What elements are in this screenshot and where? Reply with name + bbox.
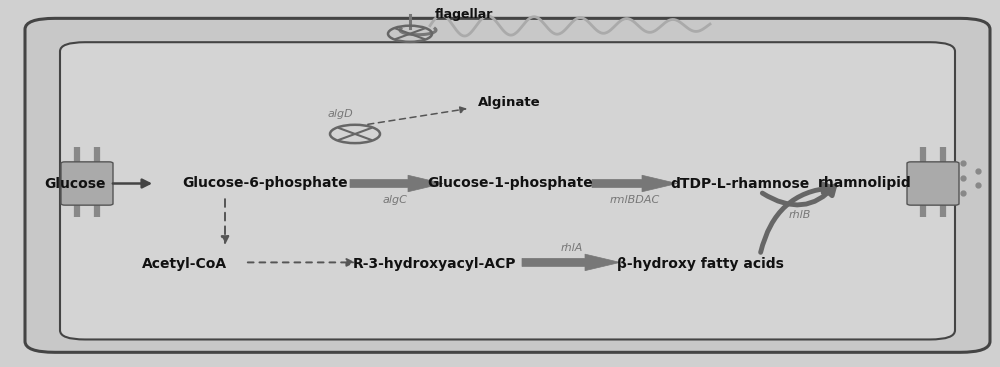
Text: rhlA: rhlA bbox=[561, 243, 583, 252]
Text: Acetyl-CoA: Acetyl-CoA bbox=[142, 257, 228, 271]
Text: Glucose-1-phosphate: Glucose-1-phosphate bbox=[427, 177, 593, 190]
Text: β-hydroxy fatty acids: β-hydroxy fatty acids bbox=[617, 257, 783, 271]
Text: Glucose-6-phosphate: Glucose-6-phosphate bbox=[182, 177, 348, 190]
Text: Glucose: Glucose bbox=[44, 177, 106, 190]
FancyBboxPatch shape bbox=[25, 18, 990, 352]
Text: R-3-hydroxyacyl-ACP: R-3-hydroxyacyl-ACP bbox=[353, 257, 517, 271]
Text: algC: algC bbox=[383, 195, 407, 205]
Text: algD: algD bbox=[327, 109, 353, 119]
Text: Alginate: Alginate bbox=[478, 96, 541, 109]
Polygon shape bbox=[350, 175, 443, 192]
Polygon shape bbox=[592, 175, 677, 192]
FancyBboxPatch shape bbox=[60, 42, 955, 339]
Text: dTDP-L-rhamnose: dTDP-L-rhamnose bbox=[670, 177, 810, 190]
FancyBboxPatch shape bbox=[61, 162, 113, 205]
Text: flagellar: flagellar bbox=[435, 8, 493, 21]
Text: rhamnolipid: rhamnolipid bbox=[818, 177, 912, 190]
Polygon shape bbox=[522, 254, 620, 271]
FancyBboxPatch shape bbox=[907, 162, 959, 205]
Text: rhlB: rhlB bbox=[789, 210, 811, 220]
Text: rmlBDAC: rmlBDAC bbox=[610, 195, 660, 205]
